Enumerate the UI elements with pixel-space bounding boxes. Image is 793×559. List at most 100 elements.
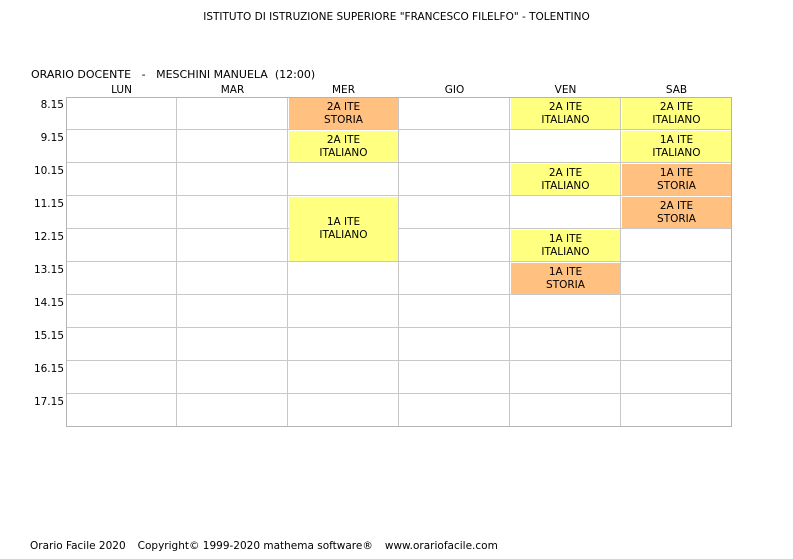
- teacher-name: MESCHINI MANUELA: [156, 68, 268, 81]
- day-header-mar: MAR: [220, 84, 245, 96]
- lesson-block: 1A ITE ITALIANO: [511, 230, 620, 261]
- grid-cell: [399, 328, 510, 361]
- grid-cell: [177, 262, 288, 295]
- grid-cell: [288, 229, 399, 262]
- grid-cell: [510, 229, 621, 262]
- lesson-subject: ITALIANO: [319, 146, 368, 159]
- grid-cell: [399, 361, 510, 394]
- footer-copyright: Copyright© 1999-2020 mathema software®: [137, 540, 373, 552]
- time-label: 14.15: [33, 297, 64, 309]
- lesson-class: 1A ITE: [548, 265, 583, 278]
- grid-cell: [177, 229, 288, 262]
- lesson-subject: STORIA: [657, 212, 696, 225]
- lesson-class: 2A ITE: [326, 133, 361, 146]
- schedule-type: ORARIO DOCENTE: [31, 68, 132, 81]
- grid-cell: [510, 163, 621, 196]
- time-label: 11.15: [33, 198, 64, 210]
- lesson-block: 1A ITE STORIA: [622, 164, 731, 195]
- lesson-block: 2A ITE STORIA: [289, 98, 398, 129]
- grid-cell: [510, 361, 621, 394]
- lesson-block: 2A ITE ITALIANO: [511, 98, 620, 129]
- timetable-grid: 2A ITE STORIA 2A ITE ITALIANO 1A ITE ITALIANO…: [66, 97, 732, 427]
- lesson-class: 2A ITE: [548, 166, 583, 179]
- grid-cell: [177, 295, 288, 328]
- school-title: ISTITUTO DI ISTRUZIONE SUPERIORE "FRANCE…: [203, 11, 590, 23]
- grid-cell: [399, 97, 510, 130]
- time-label: 16.15: [33, 363, 64, 375]
- grid-cell: [66, 295, 177, 328]
- grid-cell: [177, 196, 288, 229]
- lesson-block: 1A ITE ITALIANO: [622, 131, 731, 162]
- grid-cell: [66, 361, 177, 394]
- footer-website: www.orariofacile.com: [384, 540, 498, 552]
- lesson-subject: ITALIANO: [319, 229, 368, 241]
- grid-cell: [399, 262, 510, 295]
- grid-cell: [621, 229, 732, 262]
- grid-cell: [66, 328, 177, 361]
- grid-cell: [621, 394, 732, 427]
- day-header-ven: VEN: [554, 84, 577, 96]
- time-label: 12.15: [33, 231, 64, 243]
- grid-cell: [288, 163, 399, 196]
- lesson-block: 2A ITE STORIA: [622, 197, 731, 228]
- grid-cell: [66, 229, 177, 262]
- lesson-class: 1A ITE: [659, 133, 694, 146]
- grid-cell: [399, 130, 510, 163]
- grid-cell: [288, 262, 399, 295]
- grid-cell: [66, 196, 177, 229]
- time-label: 17.15: [33, 396, 64, 408]
- lesson-subject: ITALIANO: [652, 113, 701, 126]
- day-header-mer: MER: [332, 84, 355, 96]
- grid-cell: [177, 361, 288, 394]
- grid-cell: [510, 97, 621, 130]
- grid-cell: [66, 97, 177, 130]
- grid-cell: [399, 295, 510, 328]
- grid-cell: [399, 196, 510, 229]
- day-header-lun: LUN: [111, 84, 132, 96]
- time-label: 15.15: [33, 330, 64, 342]
- grid-cell: [399, 163, 510, 196]
- grid-cell: [510, 295, 621, 328]
- footer: Orario Facile 2020 Copyright© 1999-2020 m…: [30, 540, 498, 552]
- grid-cell: [177, 97, 288, 130]
- grid-cell: [177, 328, 288, 361]
- grid-cell: [621, 295, 732, 328]
- grid-cell: [66, 130, 177, 163]
- grid-cell: [621, 361, 732, 394]
- grid-cell: [510, 394, 621, 427]
- grid-cell: [510, 196, 621, 229]
- lesson-subject: ITALIANO: [652, 146, 701, 159]
- grid-cell: [288, 328, 399, 361]
- teacher-hours: (12:00): [274, 68, 316, 81]
- lesson-class: 1A ITE: [659, 166, 694, 179]
- grid-cell: [66, 163, 177, 196]
- lesson-subject: STORIA: [324, 113, 363, 126]
- lesson-block: 2A ITE ITALIANO: [622, 98, 731, 129]
- lesson-subject: ITALIANO: [541, 245, 590, 258]
- grid-cell: [66, 262, 177, 295]
- lesson-class: 2A ITE: [326, 100, 361, 113]
- grid-cell: [621, 262, 732, 295]
- lesson-subject: STORIA: [546, 278, 585, 291]
- grid-cell: [288, 295, 399, 328]
- lesson-subject: ITALIANO: [541, 113, 590, 126]
- grid-cell: [177, 163, 288, 196]
- grid-cell: [177, 394, 288, 427]
- lesson-block: 1A ITE ITALIANO: [289, 197, 398, 261]
- footer-product: Orario Facile 2020: [30, 540, 126, 552]
- time-label: 10.15: [33, 165, 64, 177]
- grid-cell: [66, 394, 177, 427]
- header-separator: -: [141, 68, 146, 81]
- teacher-header: ORARIO DOCENTE - MESCHINI MANUELA (12:00…: [31, 68, 315, 81]
- lesson-class: 2A ITE: [548, 100, 583, 113]
- lesson-block: 2A ITE ITALIANO: [289, 131, 398, 162]
- grid-cell: [510, 262, 621, 295]
- time-label: 13.15: [33, 264, 64, 276]
- time-label: 8.15: [40, 99, 64, 111]
- grid-cell: [288, 97, 399, 130]
- day-header-gio: GIO: [444, 84, 465, 96]
- lesson-subject: STORIA: [657, 179, 696, 192]
- grid-cell: [177, 130, 288, 163]
- lesson-subject: ITALIANO: [541, 179, 590, 192]
- grid-cell: [621, 328, 732, 361]
